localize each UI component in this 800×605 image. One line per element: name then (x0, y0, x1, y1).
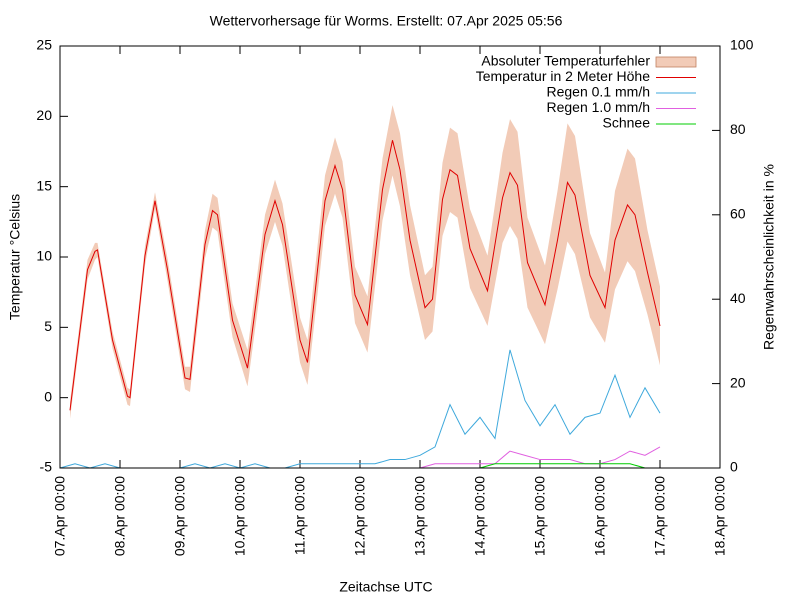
x-tick-label: 16.Apr 00:00 (592, 476, 608, 556)
y-tick-label: -5 (40, 459, 53, 475)
y2-tick-label: 0 (730, 459, 738, 475)
y-tick-label: 15 (36, 177, 52, 193)
error-band (70, 105, 660, 419)
y-tick-label: 5 (44, 318, 52, 334)
x-tick-label: 13.Apr 00:00 (412, 476, 428, 556)
y2-tick-label: 100 (730, 37, 754, 53)
y-axis-label: Temperatur °Celsius (7, 194, 23, 320)
y-tick-label: 20 (36, 107, 52, 123)
x-tick-label: 18.Apr 00:00 (712, 476, 728, 556)
plot-frame (59, 45, 721, 469)
x-tick-label: 08.Apr 00:00 (112, 476, 128, 556)
series-line (479, 463, 646, 469)
x-tick-label: 12.Apr 00:00 (352, 476, 368, 556)
y2-tick-label: 80 (730, 121, 746, 137)
y2-tick-label: 40 (730, 290, 746, 306)
y-tick-label: 10 (36, 248, 52, 264)
x-tick-label: 17.Apr 00:00 (652, 476, 668, 556)
x-tick-label: 10.Apr 00:00 (232, 476, 248, 556)
x-axis-label: Zeitachse UTC (339, 579, 432, 595)
y-tick-label: 0 (44, 388, 52, 404)
series-line (419, 446, 661, 469)
x-tick-label: 11.Apr 00:00 (292, 476, 308, 555)
chart-title: Wettervorhersage für Worms. Erstellt: 07… (210, 13, 563, 29)
x-tick-label: 09.Apr 00:00 (172, 476, 188, 556)
legend-label: Schnee (603, 115, 651, 131)
legend-label: Temperatur in 2 Meter Höhe (476, 68, 651, 84)
y2-axis-label: Regenwahrscheinlichkeit in % (761, 164, 777, 350)
x-tick-label: 14.Apr 00:00 (472, 476, 488, 556)
legend-swatch (655, 56, 697, 68)
legend-label: Regen 0.1 mm/h (547, 84, 651, 100)
x-tick-label: 15.Apr 00:00 (532, 476, 548, 556)
legend-label: Regen 1.0 mm/h (547, 99, 651, 115)
y2-tick-label: 20 (730, 374, 746, 390)
legend-label: Absoluter Temperaturfehler (481, 53, 650, 69)
y-tick-label: 25 (36, 37, 52, 53)
series-line (69, 140, 661, 411)
x-tick-label: 07.Apr 00:00 (52, 476, 68, 556)
y2-tick-label: 60 (730, 206, 746, 222)
